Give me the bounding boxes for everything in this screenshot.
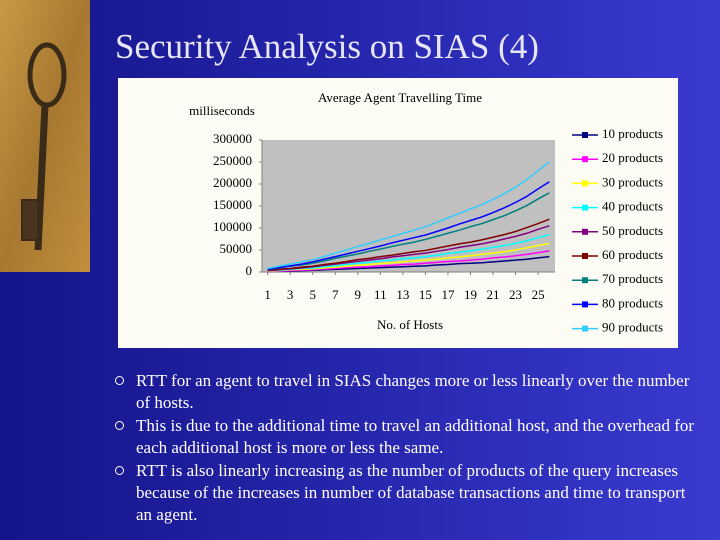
x-tick-label: 21 <box>487 287 500 302</box>
bullet: RTT for an agent to travel in SIAS chang… <box>115 370 705 414</box>
bullet-text: This is due to the additional time to tr… <box>136 416 695 457</box>
legend-marker <box>582 180 588 187</box>
x-tick-label: 5 <box>309 287 316 302</box>
y-axis-label: milliseconds <box>189 103 255 118</box>
y-tick-label: 50000 <box>220 241 253 256</box>
series-line <box>267 181 550 271</box>
y-tick-label: 300000 <box>213 131 252 146</box>
legend-label: 20 products <box>602 150 663 165</box>
bullet-text: RTT for an agent to travel in SIAS chang… <box>136 371 690 412</box>
legend-marker <box>582 301 588 308</box>
x-tick-label: 17 <box>441 287 455 302</box>
legend-marker <box>582 204 588 211</box>
x-tick-label: 7 <box>332 287 339 302</box>
series-line <box>267 218 550 271</box>
bullet-icon <box>115 376 124 385</box>
y-tick-label: 150000 <box>213 197 252 212</box>
legend-label: 30 products <box>602 174 663 189</box>
legend-label: 80 products <box>602 295 663 310</box>
y-tick-label: 100000 <box>213 219 252 234</box>
bullet-list: RTT for an agent to travel in SIAS chang… <box>115 370 705 527</box>
series-line <box>267 233 550 272</box>
key-icon <box>21 42 67 251</box>
series-line <box>267 192 550 271</box>
series-line <box>267 161 550 270</box>
x-tick-label: 13 <box>396 287 409 302</box>
legend-marker <box>582 132 588 138</box>
bullet-text: RTT is also linearly increasing as the n… <box>136 461 686 524</box>
legend-label: 40 products <box>602 199 663 214</box>
bullet: RTT is also linearly increasing as the n… <box>115 460 705 526</box>
series-line <box>267 250 550 273</box>
x-tick-label: 19 <box>464 287 477 302</box>
series-line <box>267 242 550 272</box>
y-tick-label: 250000 <box>213 153 252 168</box>
legend-marker <box>582 325 588 332</box>
legend-marker <box>582 277 588 284</box>
x-tick-label: 3 <box>287 287 294 302</box>
legend-label: 50 products <box>602 223 663 238</box>
plot-area <box>262 140 555 272</box>
x-tick-label: 9 <box>355 287 362 302</box>
legend-label: 10 products <box>602 126 663 141</box>
legend-label: 60 products <box>602 247 663 262</box>
legend-marker <box>582 253 588 259</box>
legend-marker <box>582 156 588 163</box>
y-tick-label: 0 <box>246 263 253 278</box>
x-axis-label: No. of Hosts <box>377 317 443 332</box>
bullet: This is due to the additional time to tr… <box>115 415 705 459</box>
x-tick-label: 11 <box>374 287 387 302</box>
bullet-icon <box>115 466 124 475</box>
x-tick-label: 1 <box>264 287 271 302</box>
x-tick-label: 15 <box>419 287 432 302</box>
x-tick-label: 23 <box>509 287 522 302</box>
y-tick-label: 200000 <box>213 175 252 190</box>
legend-label: 70 products <box>602 271 663 286</box>
chart-title: Average Agent Travelling Time <box>318 90 482 105</box>
legend-label: 90 products <box>602 320 663 335</box>
x-tick-label: 25 <box>532 287 545 302</box>
bullet-icon <box>115 421 124 430</box>
legend-marker <box>582 228 588 235</box>
slide-title: Security Analysis on SIAS (4) <box>115 27 539 66</box>
